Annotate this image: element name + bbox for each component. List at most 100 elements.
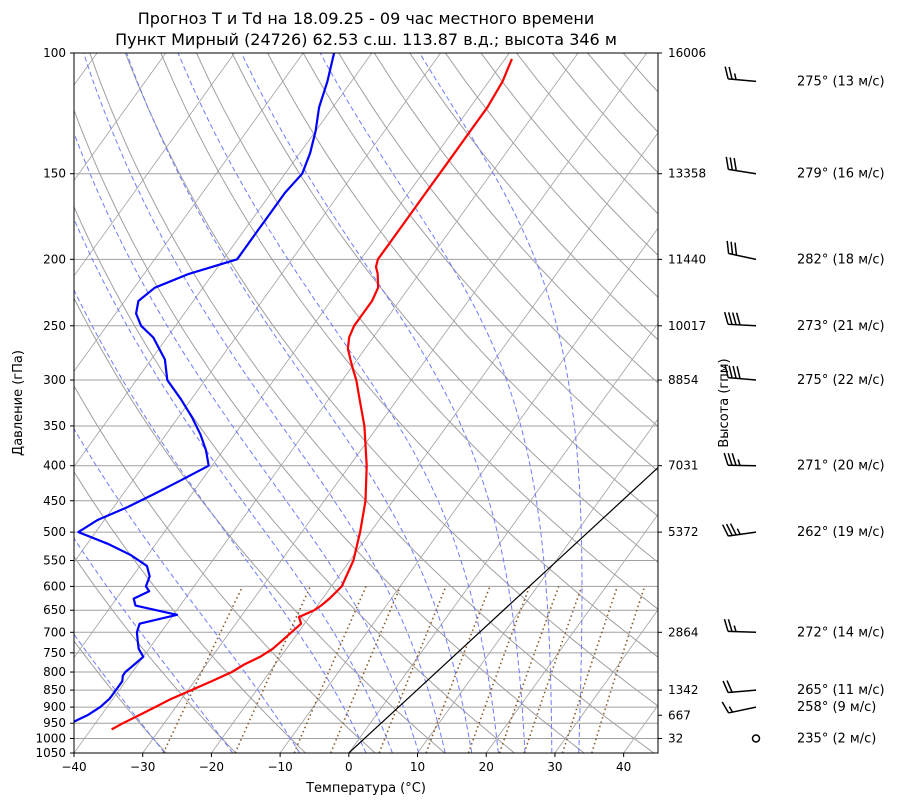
height-tick-label: 16006 — [668, 46, 706, 60]
wind-barb — [723, 452, 757, 467]
temperature-profile-line — [111, 58, 513, 731]
x-tick-label: 20 — [479, 760, 494, 774]
wind-barb-flag — [729, 157, 734, 171]
wind-barb-flag — [721, 524, 729, 537]
chart-title: Прогноз T и Td на 18.09.25 - 09 час мест… — [138, 9, 594, 28]
height-axis-label: Высота (гпм) — [717, 358, 732, 447]
wind-barb-shaft — [728, 168, 757, 175]
wind-barb-shaft — [728, 706, 757, 714]
y-tick-label: 650 — [43, 603, 66, 617]
y-tick-label: 500 — [43, 525, 66, 539]
x-tick-label: −10 — [267, 760, 292, 774]
wind-barb-flag — [726, 240, 730, 254]
wind-barb — [725, 156, 757, 175]
wind-barb-flag — [721, 701, 730, 714]
y-tick-label: 700 — [43, 625, 66, 639]
x-tick-label: −30 — [130, 760, 155, 774]
height-tick-label: 7031 — [668, 459, 699, 473]
wind-label: 282° (18 м/с) — [797, 252, 885, 267]
x-tick-label: 40 — [616, 760, 631, 774]
wind-label: 262° (19 м/с) — [797, 525, 885, 540]
height-tick-label: 11440 — [668, 252, 706, 266]
y-tick-label: 1050 — [35, 746, 66, 760]
y-tick-label: 450 — [43, 494, 66, 508]
y-tick-label: 350 — [43, 419, 66, 433]
dry-adiabat — [267, 53, 658, 517]
wind-barb-half-flag — [736, 528, 741, 535]
dry-adiabat — [74, 640, 167, 753]
wind-barb-flag — [734, 242, 738, 256]
dewpoint-profile-line — [74, 53, 336, 724]
height-tick-label: 13358 — [668, 167, 706, 181]
height-tick-label: 667 — [668, 708, 691, 722]
parcel-path-line — [348, 466, 658, 753]
y-tick-label: 800 — [43, 665, 66, 679]
moist-adiabat — [83, 53, 446, 753]
y-tick-label: 850 — [43, 683, 66, 697]
dry-adiabat — [160, 53, 658, 658]
isotherm-line — [554, 609, 658, 753]
dry-adiabat — [74, 470, 306, 753]
dry-adiabat — [587, 53, 658, 133]
x-tick-label: 30 — [547, 760, 562, 774]
wind-label: 275° (13 м/с) — [797, 74, 885, 89]
isotherm-line — [623, 704, 658, 753]
moist-adiabat — [319, 53, 553, 753]
isotherm-line — [348, 322, 658, 753]
wind-label: 279° (16 м/с) — [797, 167, 885, 182]
moist-adiabat — [419, 53, 583, 753]
y-tick-label: 300 — [43, 373, 66, 387]
wind-barb-flag — [727, 312, 733, 325]
moist-adiabat — [126, 53, 473, 753]
wind-barb — [723, 311, 757, 327]
moist-adiabat — [177, 53, 499, 753]
isotherm-line — [74, 53, 373, 468]
dry-adiabat — [338, 53, 658, 428]
isotherm-line — [417, 418, 658, 753]
isotherm-line — [485, 513, 658, 753]
moist-adiabat — [74, 131, 420, 753]
wind-label: 275° (22 м/с) — [797, 373, 885, 388]
wind-barb-flag — [729, 523, 737, 536]
wind-barb-flag — [728, 365, 733, 379]
wind-barb-flag — [722, 680, 729, 693]
wind-barb — [726, 240, 757, 261]
moist-adiabat — [240, 53, 526, 753]
y-axis-label: Давление (гПа) — [11, 350, 26, 456]
moist-adiabat — [74, 217, 393, 753]
isotherm-line — [74, 53, 304, 372]
wind-barb-flag — [727, 619, 733, 632]
wind-barb-half-flag — [733, 625, 737, 632]
dry-adiabat — [74, 109, 585, 753]
wind-barb-flag — [724, 66, 729, 80]
dry-adiabat — [516, 53, 658, 215]
height-tick-label: 1342 — [668, 683, 699, 697]
wind-label: 273° (21 м/с) — [797, 319, 885, 334]
y-tick-label: 600 — [43, 579, 66, 593]
moist-adiabat — [74, 537, 234, 753]
mixing-ratio-line — [467, 586, 531, 753]
wind-barb-flag — [726, 680, 733, 693]
wind-barb — [724, 365, 757, 381]
wind-barb-flag — [728, 66, 733, 80]
sounding-lines — [74, 53, 658, 753]
wind-barb-flag — [731, 453, 737, 466]
wind-barb-half-flag — [728, 706, 734, 713]
y-tick-label: 150 — [43, 167, 66, 181]
dry-adiabat — [74, 555, 237, 753]
dry-adiabat — [480, 53, 658, 256]
height-tick-label: 10017 — [668, 319, 706, 333]
x-tick-label: 0 — [345, 760, 353, 774]
wind-label: 258° (9 м/с) — [797, 700, 876, 715]
wind-barb — [724, 66, 757, 83]
dry-adiabat — [196, 53, 658, 610]
wind-barb-flag — [731, 312, 737, 325]
dry-adiabat — [622, 53, 658, 93]
wind-barb — [721, 523, 757, 537]
wind-barb — [751, 734, 761, 743]
wind-barb-shaft — [727, 323, 757, 327]
isotherm-line — [74, 53, 441, 563]
mixing-ratio-line — [498, 586, 560, 753]
dry-adiabat — [89, 53, 655, 753]
